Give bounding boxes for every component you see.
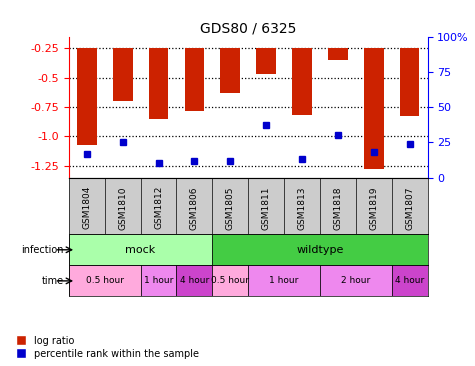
Title: GDS80 / 6325: GDS80 / 6325	[200, 22, 296, 36]
Text: wildtype: wildtype	[296, 245, 343, 255]
Text: 1 hour: 1 hour	[269, 276, 299, 285]
Bar	[212, 265, 248, 296]
Text: GSM1806: GSM1806	[190, 186, 199, 229]
Bar	[177, 265, 212, 296]
Text: time: time	[42, 276, 64, 286]
Text: GSM1810: GSM1810	[118, 186, 127, 229]
Text: 4 hour: 4 hour	[180, 276, 209, 285]
Text: GSM1818: GSM1818	[333, 186, 342, 229]
Text: infection: infection	[22, 245, 64, 255]
Bar	[69, 234, 212, 265]
Bar	[113, 48, 133, 101]
Bar	[141, 265, 177, 296]
Text: GSM1812: GSM1812	[154, 186, 163, 229]
Bar	[184, 48, 204, 111]
Text: GSM1804: GSM1804	[82, 186, 91, 229]
Bar	[320, 265, 392, 296]
Bar	[149, 48, 169, 119]
Text: 0.5 hour: 0.5 hour	[86, 276, 124, 285]
Bar	[212, 234, 428, 265]
Bar	[364, 48, 384, 169]
Text: mock: mock	[125, 245, 156, 255]
Bar	[256, 48, 276, 74]
Text: GSM1811: GSM1811	[262, 186, 271, 229]
Bar	[220, 48, 240, 93]
Text: 1 hour: 1 hour	[144, 276, 173, 285]
Text: GSM1807: GSM1807	[405, 186, 414, 229]
Text: 4 hour: 4 hour	[395, 276, 424, 285]
Text: 0.5 hour: 0.5 hour	[211, 276, 249, 285]
Text: GSM1813: GSM1813	[297, 186, 306, 229]
Bar	[399, 48, 419, 116]
Bar	[292, 48, 312, 115]
Legend: log ratio, percentile rank within the sample: log ratio, percentile rank within the sa…	[14, 334, 201, 361]
Bar	[69, 265, 141, 296]
Bar	[77, 48, 97, 145]
Text: GSM1805: GSM1805	[226, 186, 235, 229]
Text: 2 hour: 2 hour	[341, 276, 371, 285]
Bar	[328, 48, 348, 60]
Bar	[392, 265, 428, 296]
Text: GSM1819: GSM1819	[369, 186, 378, 229]
Bar	[248, 265, 320, 296]
